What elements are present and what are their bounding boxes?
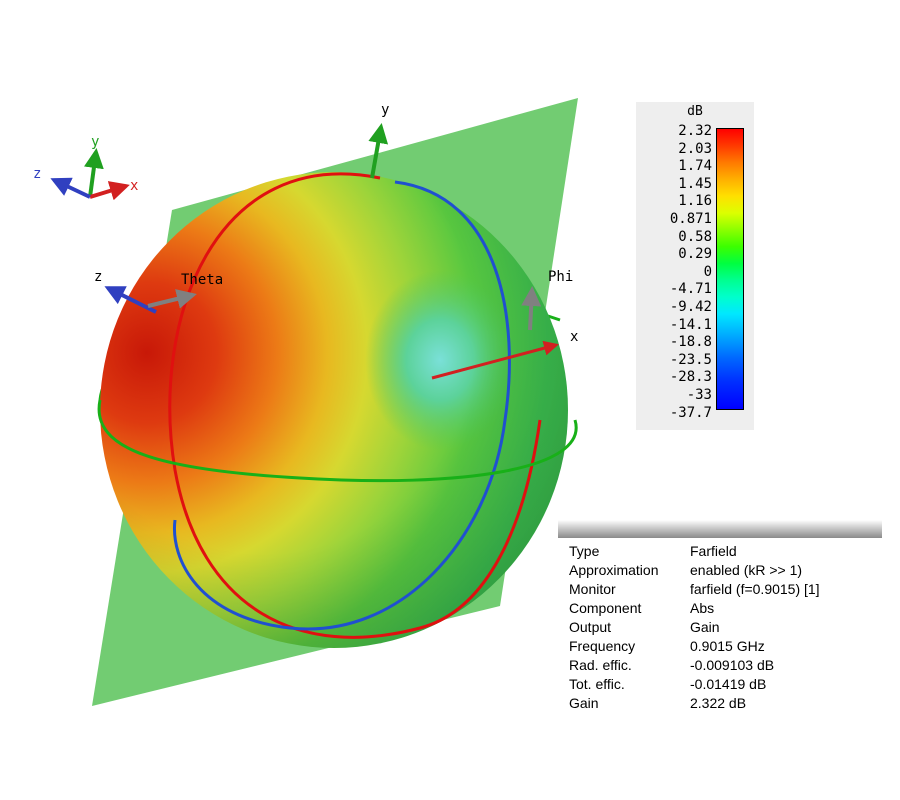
equator-ring-front bbox=[97, 399, 578, 483]
legend-tick-label: 1.45 bbox=[678, 175, 712, 192]
info-value: -0.009103 dB bbox=[690, 657, 775, 673]
z-axis-label: z bbox=[94, 269, 102, 285]
phi-arrow bbox=[521, 286, 542, 331]
info-key: Tot. effic. bbox=[569, 676, 625, 692]
legend-tick-label: 0.871 bbox=[669, 210, 712, 227]
y-axis bbox=[368, 123, 389, 179]
triad-z-label: z bbox=[33, 166, 41, 182]
legend-tick-label: -18.8 bbox=[669, 334, 712, 351]
farfield-info-panel: Type Farfield Approximation enabled (kR >> … bbox=[558, 520, 882, 713]
info-row: Rad. effic. -0.009103 dB bbox=[569, 656, 882, 675]
info-row: Monitor farfield (f=0.9015) [1] bbox=[569, 580, 882, 599]
x-axis-label: x bbox=[570, 329, 578, 345]
info-value: 0.9015 GHz bbox=[690, 638, 765, 654]
info-row: Approximation enabled (kR >> 1) bbox=[569, 561, 882, 580]
legend-color-bar bbox=[716, 128, 744, 410]
legend-tick-label: -33 bbox=[686, 386, 712, 403]
info-row: Type Farfield bbox=[569, 542, 882, 561]
info-key: Type bbox=[569, 543, 600, 559]
info-key: Output bbox=[569, 619, 612, 635]
info-key: Component bbox=[569, 600, 642, 616]
info-row: Gain 2.322 dB bbox=[569, 694, 882, 713]
info-key: Gain bbox=[569, 695, 599, 711]
theta-label: Theta bbox=[181, 272, 223, 288]
x-axis bbox=[431, 340, 559, 380]
info-value: Gain bbox=[690, 619, 720, 635]
triad-x-axis bbox=[89, 181, 130, 201]
orientation-triad: y x z bbox=[33, 134, 138, 201]
info-value: Abs bbox=[690, 600, 715, 616]
legend-tick-label: -28.3 bbox=[669, 369, 712, 386]
legend-tick-label: 0 bbox=[703, 263, 712, 280]
info-row: Component Abs bbox=[569, 599, 882, 618]
triad-y-label: y bbox=[91, 134, 99, 150]
info-key: Approximation bbox=[569, 562, 659, 578]
info-value: farfield (f=0.9015) [1] bbox=[690, 581, 820, 597]
legend-tick-label: -23.5 bbox=[669, 351, 712, 368]
legend-tick-label: 1.74 bbox=[678, 158, 712, 175]
info-key: Monitor bbox=[569, 581, 616, 597]
legend-tick-label: 2.32 bbox=[678, 123, 712, 139]
triad-x-label: x bbox=[130, 178, 138, 194]
legend-tick-label: 2.03 bbox=[678, 140, 712, 157]
info-key: Frequency bbox=[569, 638, 636, 654]
info-value: enabled (kR >> 1) bbox=[690, 562, 803, 578]
z-axis bbox=[104, 286, 157, 314]
legend-tick-label: 1.16 bbox=[678, 193, 712, 210]
info-row: Frequency 0.9015 GHz bbox=[569, 637, 882, 656]
legend-tick-label: -14.1 bbox=[669, 316, 712, 333]
phi-label: Phi bbox=[548, 269, 573, 285]
info-value: 2.322 dB bbox=[690, 695, 747, 711]
color-legend: dB 2.32 2.03 1.74 1.45 1.16 0.871 0.58 0.29 0 -4.… bbox=[636, 102, 754, 430]
legend-tick-label: 0.29 bbox=[678, 246, 712, 263]
y-axis-label: y bbox=[381, 102, 389, 118]
theta-ring bbox=[168, 172, 542, 639]
legend-tick-labels: 2.32 2.03 1.74 1.45 1.16 0.871 0.58 0.29 0 -4.71-… bbox=[632, 123, 712, 422]
info-key: Rad. effic. bbox=[569, 657, 632, 673]
legend-tick-label: -4.71 bbox=[669, 281, 712, 298]
legend-tick-label: -37.7 bbox=[669, 404, 712, 421]
sphere-shading bbox=[100, 172, 568, 648]
phi-ring bbox=[172, 180, 511, 631]
info-value: -0.01419 dB bbox=[690, 676, 767, 692]
triad-z-axis bbox=[50, 177, 91, 199]
legend-tick-label: -9.42 bbox=[669, 298, 712, 315]
info-value: Farfield bbox=[690, 543, 737, 559]
info-row: Tot. effic. -0.01419 dB bbox=[569, 675, 882, 694]
legend-unit: dB bbox=[687, 104, 703, 119]
theta-arrow bbox=[147, 289, 197, 309]
triad-y-axis bbox=[83, 148, 104, 198]
info-rows: Type Farfield Approximation enabled (kR >> … bbox=[558, 538, 882, 713]
info-panel-header bbox=[558, 520, 882, 538]
legend-tick-label: 0.58 bbox=[678, 228, 712, 245]
info-row: Output Gain bbox=[569, 618, 882, 637]
